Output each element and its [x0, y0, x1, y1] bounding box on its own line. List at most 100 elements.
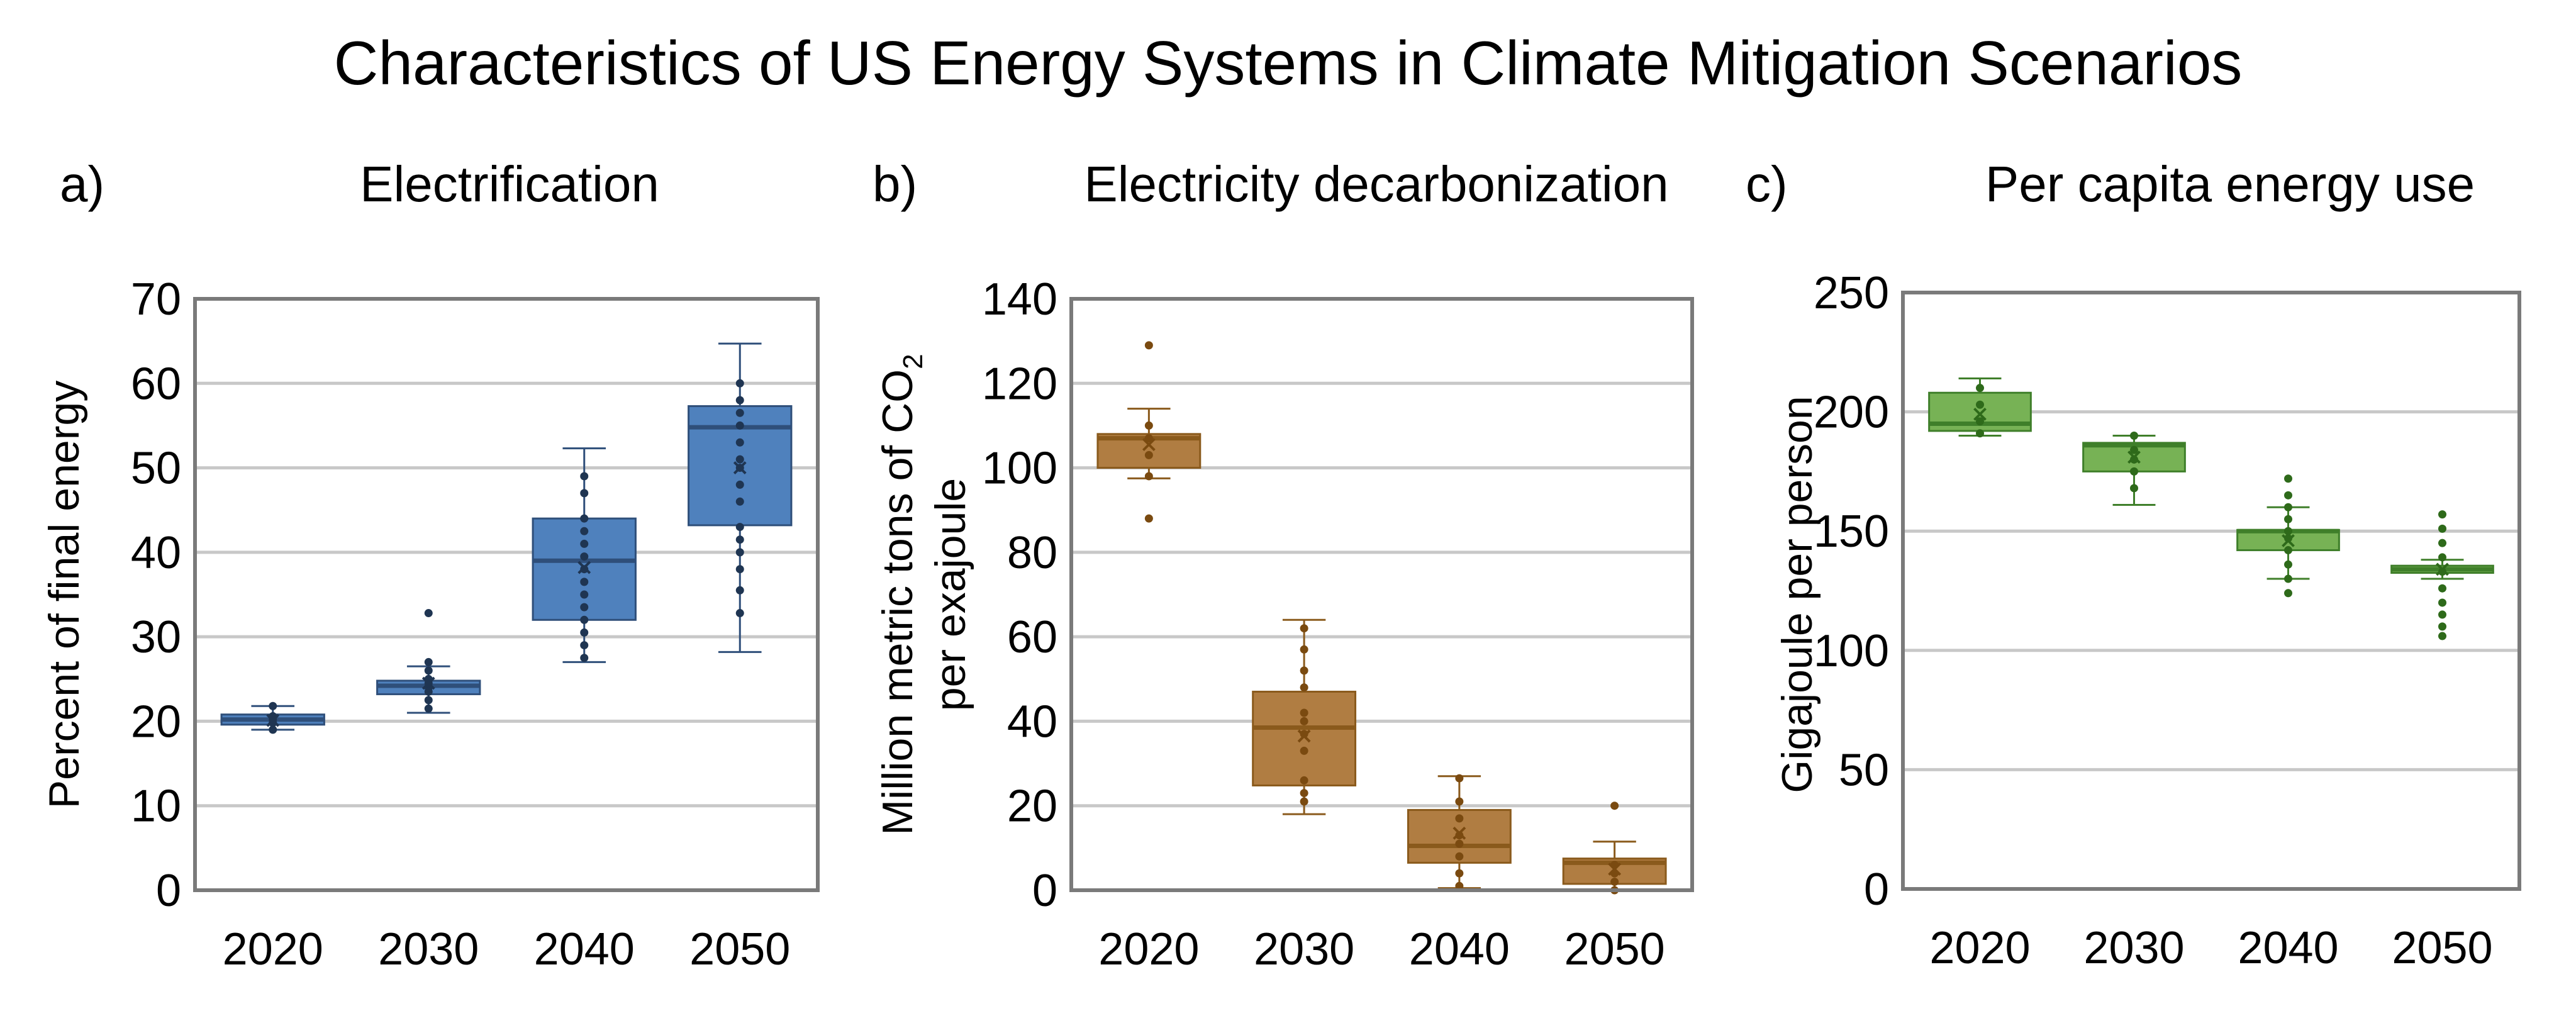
- data-point: [2284, 474, 2292, 483]
- y-tick-label: 40: [1007, 696, 1057, 747]
- x-tick-label: 2030: [378, 924, 479, 975]
- mean-marker: [577, 561, 591, 574]
- data-point: [735, 455, 744, 464]
- box-2020: [1096, 341, 1202, 523]
- y-tick-label: 0: [1032, 866, 1057, 916]
- data-point: [580, 603, 589, 612]
- x-tick-label: 2040: [2238, 923, 2338, 973]
- y-tick-label: 20: [1007, 781, 1057, 832]
- data-point: [1300, 776, 1308, 785]
- mean-marker: [266, 713, 280, 727]
- data-point: [2130, 432, 2138, 440]
- data-point: [1455, 869, 1464, 878]
- y-tick-label: 60: [131, 359, 181, 409]
- box-2040: [1407, 774, 1512, 890]
- box-2030: [2082, 432, 2186, 506]
- data-point: [580, 514, 589, 523]
- data-point: [1300, 746, 1308, 755]
- y-axis-label-line2: per exajoule: [927, 478, 974, 711]
- data-point: [1300, 624, 1308, 633]
- data-point: [735, 421, 744, 430]
- mean-marker: [421, 676, 435, 690]
- data-point: [735, 379, 744, 388]
- data-point: [580, 641, 589, 650]
- box-2040: [532, 447, 637, 663]
- box-2050: [688, 342, 793, 653]
- data-point: [2438, 539, 2446, 547]
- chart-main-title: Characteristics of US Energy Systems in …: [333, 28, 2243, 98]
- data-point: [580, 527, 589, 535]
- data-point: [2284, 527, 2292, 535]
- y-tick-label: 40: [131, 528, 181, 578]
- data-point: [735, 408, 744, 417]
- y-tick-label: 60: [1007, 612, 1057, 662]
- data-point: [269, 701, 277, 710]
- data-point: [424, 609, 433, 618]
- data-point: [1455, 797, 1464, 806]
- data-point: [1455, 774, 1464, 783]
- mean-marker: [733, 461, 747, 474]
- data-point: [2284, 503, 2292, 511]
- data-point: [2284, 515, 2292, 523]
- data-point: [1144, 514, 1153, 523]
- y-tick-label: 0: [1864, 864, 1889, 915]
- panel-title: Electrification: [360, 156, 659, 212]
- mean-marker: [1452, 826, 1466, 840]
- x-tick-label: 2040: [1409, 924, 1510, 975]
- data-point: [2130, 445, 2138, 454]
- data-point: [735, 586, 744, 595]
- data-point: [1455, 839, 1464, 848]
- mean-marker: [1297, 729, 1311, 743]
- y-tick-label: 80: [1007, 528, 1057, 578]
- data-point: [1976, 400, 1984, 409]
- box-2030: [1252, 618, 1357, 815]
- y-tick-label: 0: [156, 866, 181, 916]
- mean-marker: [1973, 407, 1987, 421]
- data-point: [1455, 852, 1464, 861]
- y-tick-label: 10: [131, 781, 181, 832]
- data-point: [580, 489, 589, 498]
- x-tick-label: 2050: [1564, 924, 1665, 975]
- data-point: [2438, 598, 2446, 607]
- data-point: [1144, 472, 1153, 481]
- y-tick-label: 70: [131, 274, 181, 325]
- x-tick-label: 2050: [689, 924, 790, 975]
- plot-frame: [1069, 297, 1694, 892]
- y-tick-label: 20: [131, 696, 181, 747]
- box-2020: [1928, 377, 2032, 438]
- y-tick-label: 50: [131, 444, 181, 494]
- data-point: [580, 615, 589, 624]
- data-point: [1976, 384, 1984, 393]
- data-point: [2438, 510, 2446, 519]
- data-point: [2130, 467, 2138, 476]
- y-tick-label: 100: [1814, 626, 1889, 676]
- data-point: [1144, 434, 1153, 443]
- data-point: [735, 523, 744, 532]
- data-point: [2438, 622, 2446, 631]
- x-tick-label: 2020: [1098, 924, 1199, 975]
- plot-frame: [193, 297, 820, 892]
- data-point: [1300, 730, 1308, 739]
- data-point: [1455, 814, 1464, 823]
- panel-title: Electricity decarbonization: [1084, 156, 1668, 212]
- x-tick-label: 2030: [1254, 924, 1354, 975]
- y-axis-label-subscript: 2: [898, 354, 928, 369]
- data-point: [735, 396, 744, 405]
- data-point: [1300, 683, 1308, 692]
- data-point: [2438, 610, 2446, 619]
- mean-marker: [2282, 534, 2295, 547]
- panel-letter: b): [873, 156, 917, 212]
- data-point: [2284, 574, 2292, 583]
- data-point: [735, 535, 744, 544]
- x-tick-label: 2040: [534, 924, 635, 975]
- data-point: [2438, 553, 2446, 562]
- data-point: [1300, 789, 1308, 798]
- data-point: [735, 438, 744, 447]
- data-point: [735, 480, 744, 489]
- data-point: [1610, 878, 1619, 886]
- box-2030: [376, 609, 481, 714]
- plot-frame: [1901, 291, 2521, 891]
- data-point: [1300, 645, 1308, 654]
